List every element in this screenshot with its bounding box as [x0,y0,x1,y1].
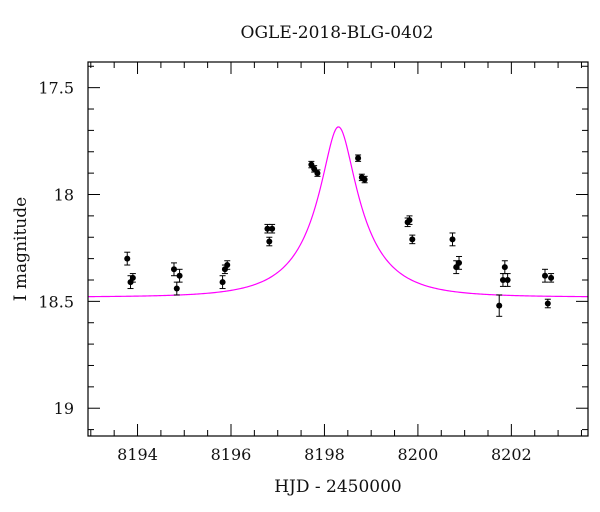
data-marker [406,217,413,224]
data-marker [456,259,463,266]
y-tick-label: 19 [54,399,74,418]
data-marker [501,264,508,271]
data-marker [449,236,456,243]
data-marker [173,285,180,292]
x-tick-label: 8196 [211,445,252,464]
data-marker [314,170,321,177]
data-point [542,268,549,283]
x-axis-label: HJD - 2450000 [274,477,402,497]
y-tick-label: 18 [54,186,74,205]
y-axis-label: I magnitude [11,197,31,301]
y-tick-label: 17.5 [38,79,74,98]
data-point [501,260,508,275]
data-marker [453,264,460,271]
x-tick-label: 8194 [117,445,158,464]
data-point [496,294,503,317]
data-marker [264,225,271,232]
data-point [548,273,555,283]
data-marker [361,176,368,183]
data-point [124,251,131,266]
data-marker [544,300,551,307]
data-marker [224,262,231,269]
data-marker [548,274,555,281]
data-point [266,236,273,247]
data-point [406,215,413,225]
data-marker [124,255,131,262]
data-point [544,298,551,309]
data-point [456,255,463,270]
y-tick-label: 18.5 [38,292,74,311]
data-point [449,232,456,247]
data-marker [176,272,183,279]
data-marker [170,266,177,273]
data-point [176,268,183,283]
data-point [311,165,318,173]
data-marker [496,302,503,309]
model-curve [87,126,589,298]
chart-title: OGLE-2018-BLG-0402 [241,23,434,43]
data-marker [219,279,226,286]
data-point [173,281,180,296]
x-tick-label: 8202 [491,445,532,464]
data-marker [129,274,136,281]
data-point [224,260,231,270]
data-point [409,234,416,245]
data-point [170,262,177,277]
data-marker [355,155,362,162]
data-marker [266,238,273,245]
data-marker [269,225,276,232]
data-point [361,175,368,184]
data-point [504,273,511,287]
data-marker [409,236,416,243]
data-point [219,275,226,290]
data-points [124,154,555,317]
data-point [314,169,321,177]
data-point [269,223,276,234]
x-tick-label: 8200 [398,445,439,464]
x-tick-label: 8198 [304,445,345,464]
data-point [355,154,362,162]
data-marker [504,276,511,283]
data-marker [499,276,506,283]
data-point [129,273,136,283]
plot-frame [87,61,589,437]
data-marker [542,272,549,279]
plot-axes: 8194 8196 8198 8200 8202 17.5 18 18.5 19 [38,62,588,464]
data-point [264,223,271,234]
